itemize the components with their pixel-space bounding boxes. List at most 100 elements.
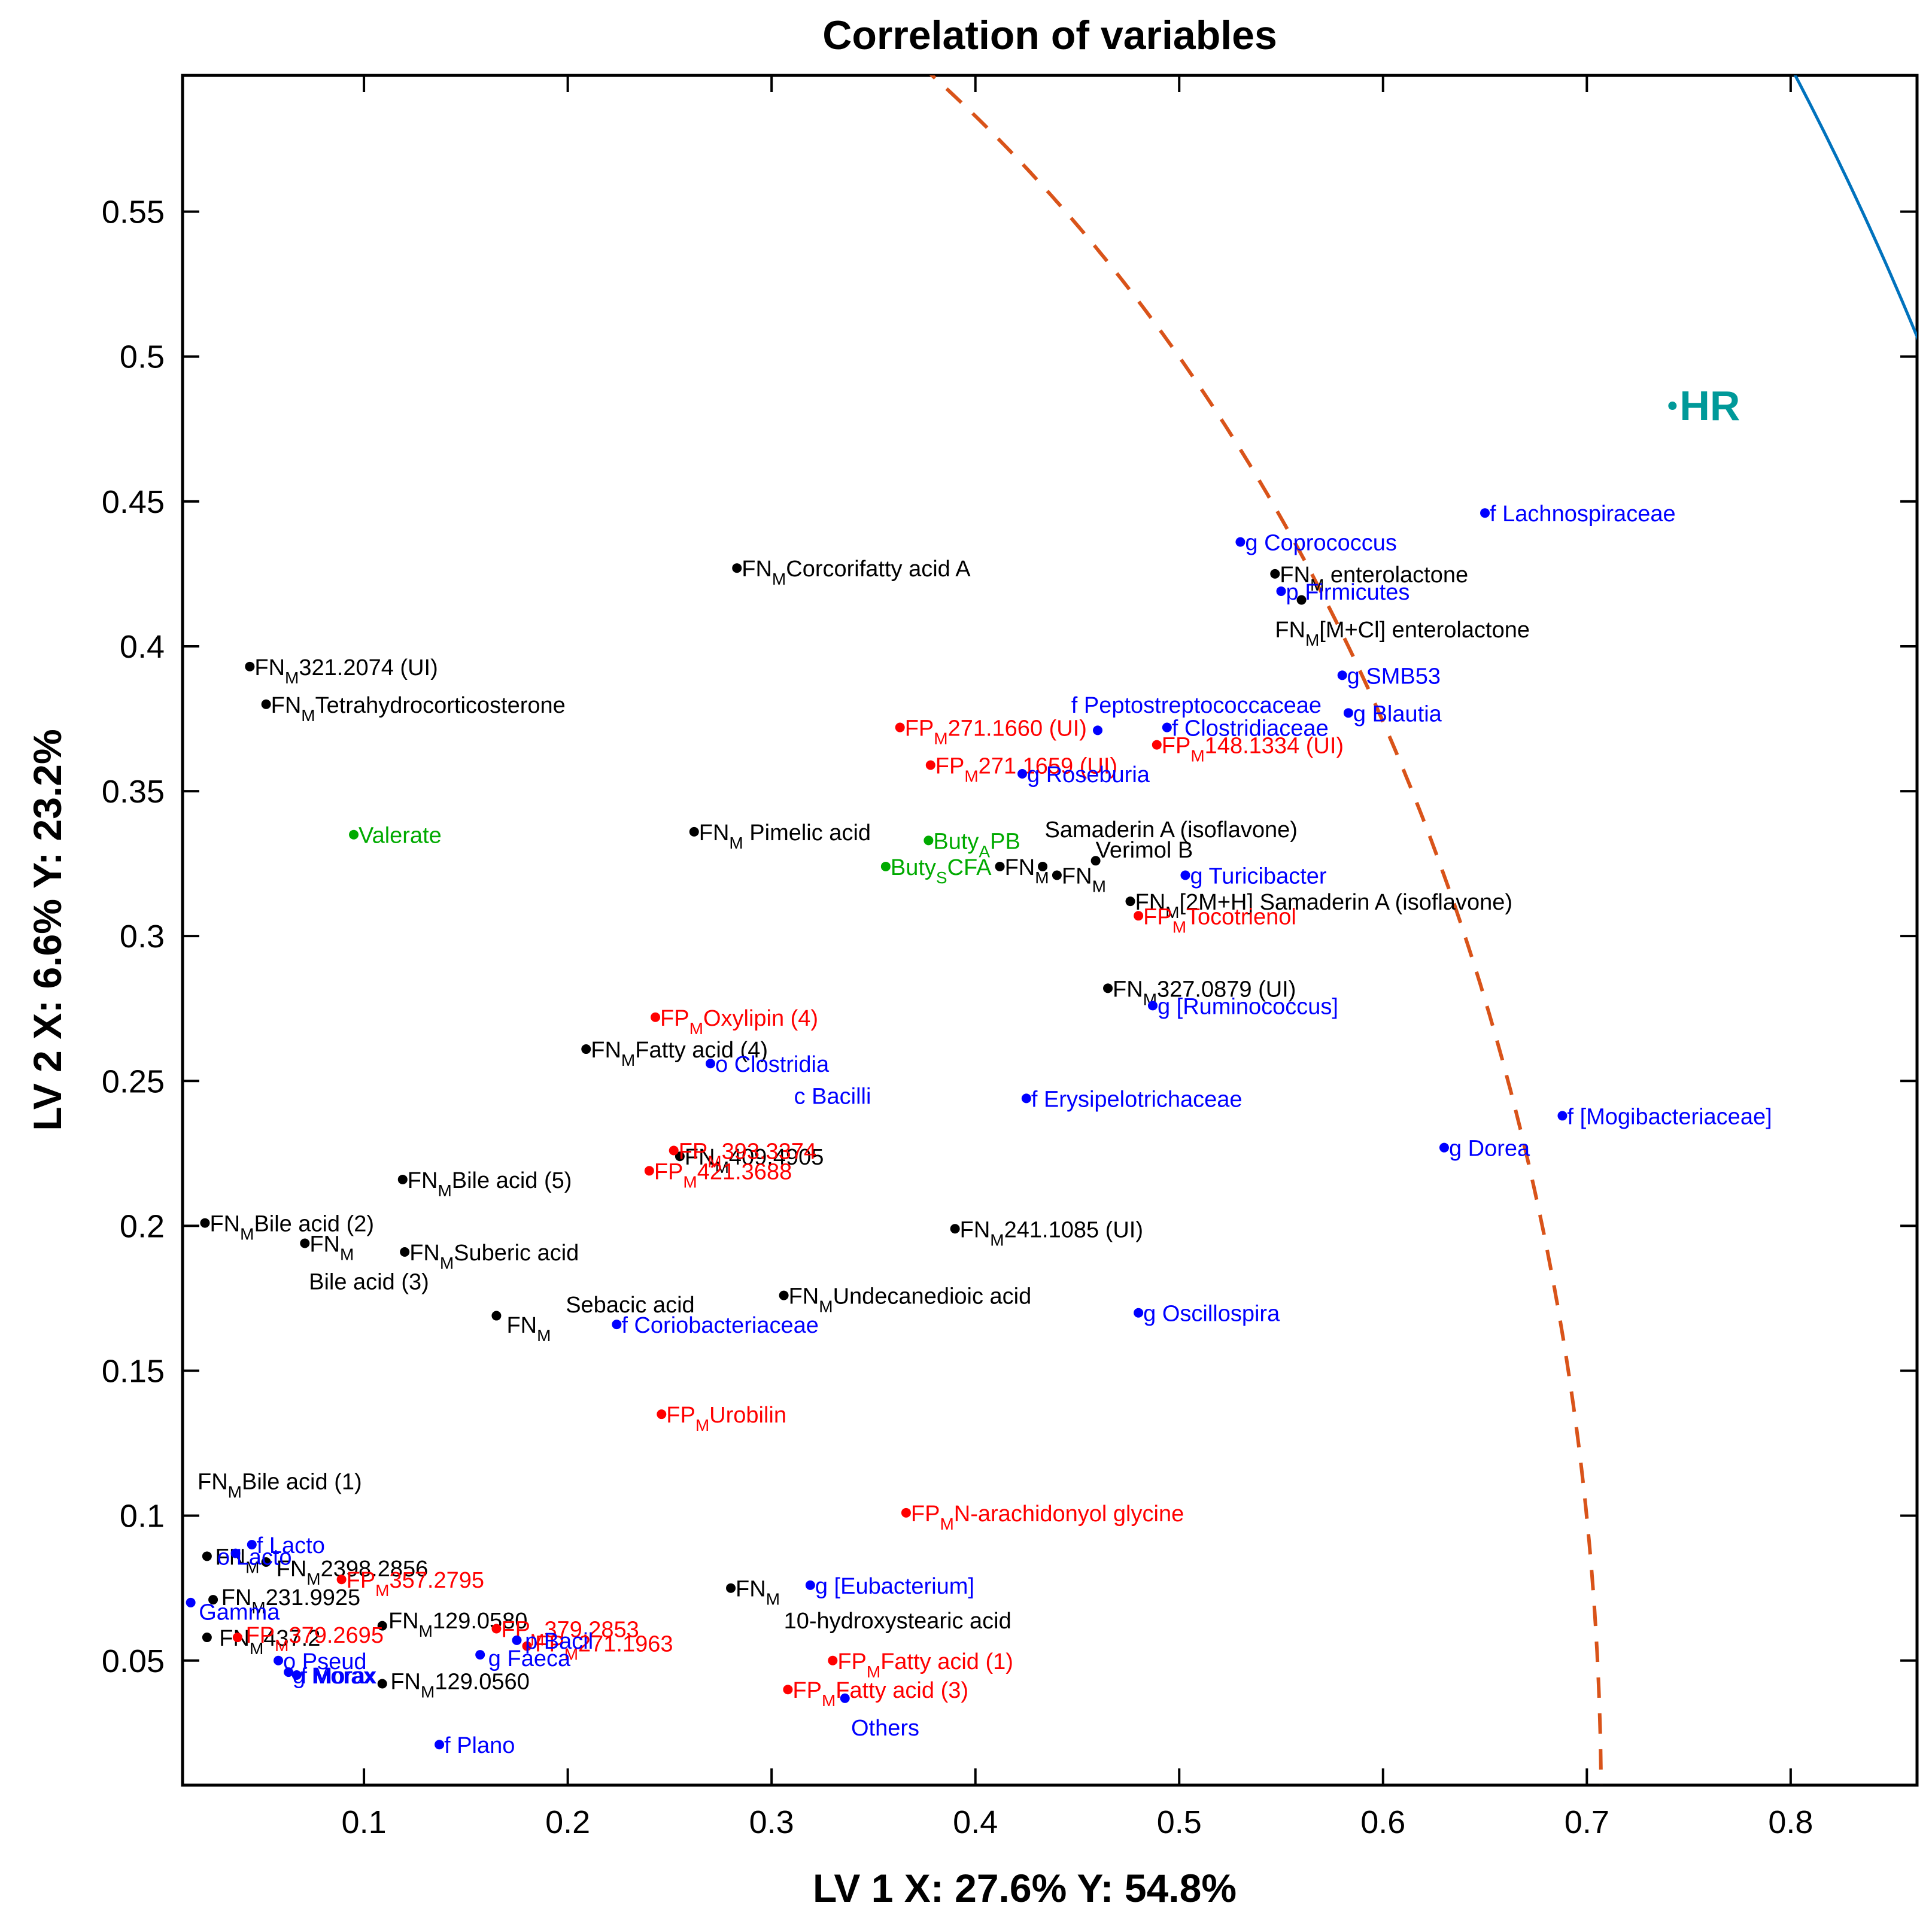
point-fp-fp271-1659-ui: FPM271.1659 (UI)	[925, 753, 1117, 785]
x-tick-label: 0.7	[1565, 1804, 1609, 1840]
point-marker	[706, 1059, 715, 1069]
point-marker	[675, 1151, 685, 1162]
point-marker	[377, 1679, 387, 1689]
point-taxa-g-smb53: g SMB53	[1337, 664, 1441, 689]
point-marker	[522, 1641, 532, 1651]
point-fn-fnfatty-acid-4: FNMFatty acid (4)	[581, 1038, 768, 1069]
y-tick-label: 0.5	[120, 339, 165, 375]
point-fp-fpn-arachidonyol-glycine: FPMN-arachidonyol glycine	[901, 1501, 1184, 1533]
point-fn-fn327-0879-ui: FNM327.0879 (UI)	[1103, 977, 1296, 1008]
x-tick-label: 0.4	[953, 1804, 998, 1840]
point-marker	[1557, 1111, 1568, 1121]
point-fn-sebacic-acid: Sebacic acid	[566, 1293, 694, 1318]
y-tick-label: 0.4	[120, 629, 165, 665]
point-fn-fn321-2074-ui: FNM321.2074 (UI)	[245, 655, 438, 687]
point-label: Valerate	[359, 823, 442, 849]
point-marker	[1021, 1093, 1031, 1104]
point-taxa-p-firmicutes: p Firmicutes	[1276, 580, 1410, 605]
data-points: HR FNMCorcorifatty acid A FNM321.2074 (UI)…	[186, 382, 1772, 1758]
point-label: FNMBile acid (2)	[209, 1212, 374, 1244]
point-label: FNM129.0580	[388, 1609, 527, 1640]
x-tick-label: 0.6	[1360, 1804, 1405, 1840]
point-taxa-f-morax: f Morax	[291, 1664, 376, 1689]
point-label: g SMB53	[1347, 664, 1441, 689]
point-label: FNMFatty acid (4)	[591, 1038, 768, 1069]
point-label: p Firmicutes	[1286, 580, 1410, 605]
point-marker	[284, 1667, 294, 1677]
point-label: FPMOxylipin (4)	[660, 1006, 818, 1038]
point-label: f [Mogibacteriaceae]	[1567, 1104, 1772, 1129]
point-marker	[1162, 722, 1172, 732]
point-marker	[726, 1583, 736, 1593]
point-marker	[840, 1693, 850, 1703]
point-marker	[581, 1044, 591, 1054]
point-marker	[1038, 861, 1048, 871]
point-label: g Turicibacter	[1190, 864, 1326, 889]
point-label: FNM409.4905	[685, 1145, 824, 1177]
point-marker	[1103, 983, 1113, 993]
point-label: FNMCorcorifatty acid A	[742, 557, 971, 588]
point-label: FNMBile acid (5)	[408, 1168, 572, 1200]
y-tick-label: 0.1	[120, 1499, 165, 1534]
point-label: g [Eubacterium]	[815, 1574, 974, 1599]
y-tick-label: 0.25	[102, 1063, 165, 1099]
point-fp-fpoxylipin-4: FPMOxylipin (4)	[651, 1006, 818, 1038]
point-fn-fn: FNM	[995, 855, 1049, 887]
y-tick-label: 0.3	[120, 919, 165, 955]
point-taxa-g-dorea: g Dorea	[1439, 1136, 1530, 1162]
point-label: FPM393.3374	[679, 1139, 816, 1171]
point-fn-fnbile-acid-2: FNMBile acid (2)	[200, 1212, 374, 1244]
point-fp-fptocotrienol: FPMTocotrienol	[1134, 904, 1296, 936]
point-marker	[1134, 911, 1144, 921]
point-fn-fn: FNM	[1052, 864, 1106, 895]
point-marker	[230, 1548, 241, 1558]
point-label: FNM[M+Cl] enterolactone	[1275, 618, 1530, 649]
point-marker	[805, 1580, 815, 1590]
point-taxa-g-morax: g Morax	[284, 1664, 375, 1689]
point-marker	[208, 1595, 218, 1605]
point-label: Sebacic acid	[566, 1293, 694, 1318]
point-marker	[1180, 870, 1190, 880]
point-label: g Dorea	[1449, 1136, 1530, 1162]
point-marker	[895, 722, 905, 732]
point-marker	[475, 1650, 485, 1660]
point-fn-fn: FNM	[300, 1232, 354, 1263]
point-marker	[1270, 569, 1280, 579]
point-label: FNM129.0560	[390, 1670, 529, 1701]
point-taxa-f-plano: f Plano	[435, 1733, 515, 1758]
point-fp-fp357-2795: FPM357.2795	[336, 1568, 484, 1600]
point-fp-fp271-1963: FPM271.1963	[522, 1632, 673, 1664]
point-fn-fntetrahydrocorticosterone: FNMTetrahydrocorticosterone	[261, 693, 566, 725]
point-fn-fn-pimelic-acid: FNM Pimelic acid	[689, 820, 871, 852]
point-label: g Roseburia	[1027, 762, 1150, 788]
point-fn-fn: FNM	[726, 1577, 780, 1609]
point-fn-fnbile-acid-5: FNMBile acid (5)	[397, 1168, 572, 1200]
point-taxa-f-clostridiaceae: f Clostridiaceae	[1162, 716, 1329, 741]
point-marker	[1480, 508, 1490, 518]
point-marker	[1093, 725, 1103, 735]
point-marker	[779, 1290, 789, 1300]
point-label: p Bacil	[525, 1629, 593, 1654]
plot-area	[181, 74, 1919, 1787]
point-taxa-f-coriobacteriaceae: f Coriobacteriaceae	[612, 1313, 819, 1338]
point-marker	[232, 1633, 242, 1643]
point-label: Others	[851, 1716, 919, 1741]
point-label: Samaderin A (isoflavone)	[1044, 817, 1297, 843]
point-marker	[669, 1145, 679, 1156]
x-tick-label: 0.8	[1768, 1804, 1813, 1840]
point-label: FNM	[1005, 855, 1049, 887]
point-marker	[1090, 856, 1101, 866]
point-marker	[783, 1685, 793, 1695]
point-label: 10-hydroxystearic acid	[784, 1609, 1011, 1634]
y-tick-label: 0.35	[102, 774, 165, 810]
point-label: FPM148.1334 (UI)	[1162, 734, 1344, 765]
point-label: FPM421.3688	[654, 1159, 792, 1191]
point-marker	[512, 1635, 522, 1645]
point-label: FPM357.2795	[347, 1568, 484, 1600]
point-marker	[1276, 586, 1286, 596]
point-marker	[400, 1247, 410, 1257]
point-taxa-g-blautia: g Blautia	[1343, 701, 1442, 727]
point-marker	[612, 1320, 622, 1330]
point-fp-fp393-3374: FPM393.3374	[669, 1139, 816, 1171]
point-marker	[1337, 670, 1347, 680]
